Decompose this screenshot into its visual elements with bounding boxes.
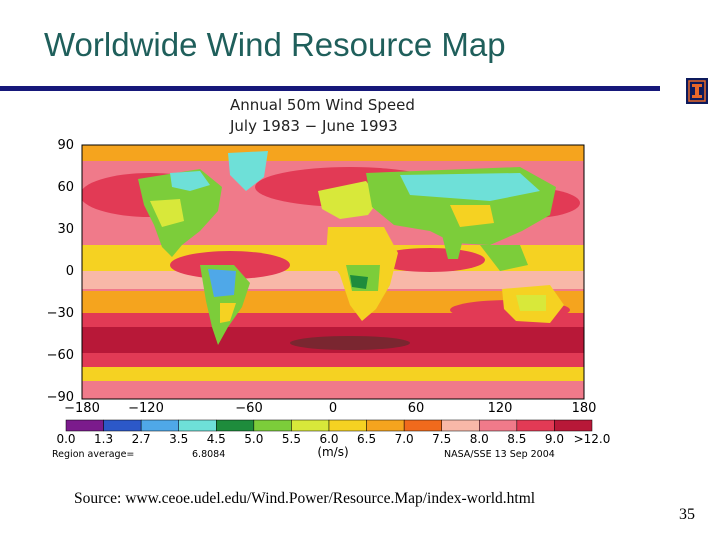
legend-label: >12.0 [574,432,611,446]
map-title-line2: July 1983 − June 1993 [230,117,398,135]
legend-swatch [216,419,255,432]
legend-swatch [328,419,367,432]
legend-swatch [441,419,480,432]
legend-swatch [178,419,217,432]
x-tick-label: −60 [235,401,262,416]
map-frame [81,144,585,400]
wind-map-figure: Annual 50m Wind Speed July 1983 − June 1… [47,95,611,463]
illinois-i-logo [686,78,708,104]
y-axis: 90 60 30 0 −30 −60 −90 [47,138,74,405]
x-tick-label: −120 [128,401,164,416]
legend-swatch [103,419,142,432]
legend-swatch [554,419,593,432]
x-tick-label: −180 [64,401,100,416]
legend-swatch [479,419,518,432]
slide-title: Worldwide Wind Resource Map [44,26,506,63]
legend-label: 0.0 [56,432,75,446]
legend-label: 6.0 [319,432,338,446]
y-tick-label: −60 [47,348,74,363]
y-tick-label: 90 [57,138,74,153]
legend-label: 9.0 [545,432,564,446]
legend-labels: 0.0 1.3 2.7 3.5 4.5 5.0 5.5 6.0 6.5 7.0 7.5 8.0 8.5 9… [56,432,610,446]
x-axis: −180 −120 −60 0 60 120 180 [64,401,596,416]
legend-label: 7.0 [395,432,414,446]
page-number: 35 [679,506,695,523]
legend-swatch [403,419,442,432]
wind-map-svg: 90 60 30 0 −30 −60 −90 −180 −120 −60 0 6… [47,138,611,460]
legend-label: 7.5 [432,432,451,446]
legend-label: 6.5 [357,432,376,446]
legend-label: 5.5 [282,432,301,446]
y-tick-label: −30 [47,306,74,321]
legend-label: 4.5 [207,432,226,446]
legend-label: 1.3 [94,432,113,446]
legend-swatch [516,419,555,432]
legend-label: 3.5 [169,432,188,446]
legend-swatch [253,419,292,432]
legend-swatch [291,419,330,432]
region-average-label: Region average= [52,449,134,460]
y-tick-label: 60 [57,180,74,195]
x-tick-label: 0 [329,401,337,416]
legend-swatch [140,419,179,432]
unit-label: (m/s) [317,445,348,459]
y-tick-label: 0 [66,264,74,279]
map-title-line1: Annual 50m Wind Speed [230,96,415,114]
legend-label: 2.7 [132,432,151,446]
region-average-value: 6.8084 [192,449,225,460]
data-credit: NASA/SSE 13 Sep 2004 [444,449,555,460]
legend-label: 8.0 [470,432,489,446]
wind-speed-map [82,145,584,399]
legend-label: 5.0 [244,432,263,446]
legend-color-bar [65,419,593,432]
y-tick-label: −90 [47,390,74,405]
x-tick-label: 120 [488,401,513,416]
title-rule [0,86,660,91]
x-tick-label: 60 [408,401,425,416]
x-tick-label: 180 [572,401,597,416]
y-tick-label: 30 [57,222,74,237]
legend-swatch [366,419,405,432]
legend-swatch [65,419,104,432]
source-citation: Source: www.ceoe.udel.edu/Wind.Power/Res… [74,490,536,507]
legend-label: 8.5 [507,432,526,446]
